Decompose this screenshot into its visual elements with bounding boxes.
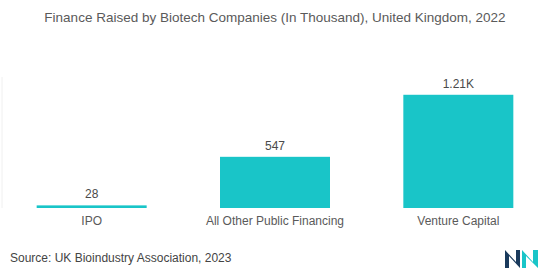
source: Source: UK Bioindustry Association, 2023 (10, 251, 232, 265)
data-label: 28 (85, 187, 99, 201)
x-tick-label: IPO (81, 214, 102, 228)
data-label: 547 (265, 139, 285, 153)
data-label: 1.21K (443, 77, 474, 91)
bar (37, 205, 147, 208)
bar (403, 95, 513, 208)
bar (220, 157, 330, 208)
y-axis-line (2, 77, 3, 208)
chart-svg: Finance Raised by Biotech Companies (In … (0, 0, 550, 277)
title: Finance Raised by Biotech Companies (In … (44, 10, 505, 25)
logo (505, 250, 538, 268)
bars (37, 95, 514, 208)
x-tick-label: Venture Capital (417, 214, 499, 228)
x-tick-label: All Other Public Financing (206, 214, 344, 228)
